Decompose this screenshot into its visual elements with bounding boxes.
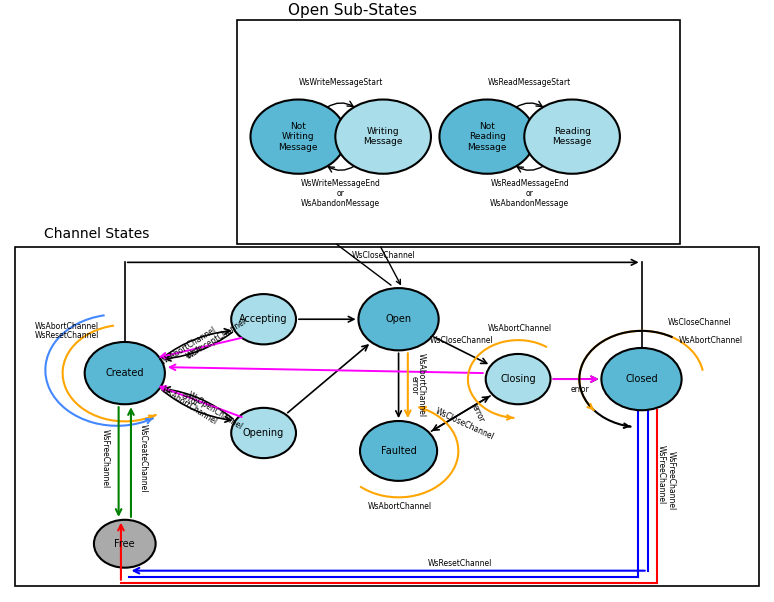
Circle shape (440, 99, 535, 174)
Circle shape (231, 294, 296, 344)
Text: WsReadMessageEnd
or
WsAbandonMessage: WsReadMessageEnd or WsAbandonMessage (490, 179, 569, 208)
Text: Opening: Opening (243, 428, 284, 438)
Text: WsFreeChannel: WsFreeChannel (666, 452, 675, 510)
Text: Accepting: Accepting (239, 314, 288, 324)
Circle shape (94, 520, 156, 568)
Text: WsWriteMessageStart: WsWriteMessageStart (299, 78, 383, 87)
Text: error: error (183, 343, 204, 361)
Circle shape (601, 348, 682, 410)
Text: Not
Reading
Message: Not Reading Message (467, 122, 507, 152)
Circle shape (358, 288, 439, 350)
Text: Not
Writing
Message: Not Writing Message (279, 122, 318, 152)
Text: WsResetChannel: WsResetChannel (35, 332, 99, 341)
Text: WsCloseChannel: WsCloseChannel (434, 407, 495, 442)
Text: error: error (470, 403, 486, 424)
Text: Created: Created (105, 368, 144, 378)
Text: Free: Free (115, 539, 135, 549)
Text: WsAcceptChannel: WsAcceptChannel (185, 317, 248, 361)
Circle shape (360, 421, 437, 481)
Text: Open: Open (385, 314, 412, 324)
Text: Writing
Message: Writing Message (364, 127, 403, 146)
Text: WsCloseChannel: WsCloseChannel (667, 318, 731, 327)
Circle shape (524, 99, 620, 174)
Text: Closed: Closed (625, 374, 658, 384)
Circle shape (251, 99, 346, 174)
Text: error: error (409, 376, 419, 395)
Text: WsAbortChannel: WsAbortChannel (35, 322, 99, 331)
Text: WsAbortChannel: WsAbortChannel (368, 501, 432, 510)
Circle shape (231, 408, 296, 458)
Text: WsCloseChannel: WsCloseChannel (430, 335, 494, 344)
FancyBboxPatch shape (15, 247, 759, 586)
Text: WsFreeChannel: WsFreeChannel (101, 429, 110, 488)
Text: WsAbortChannel: WsAbortChannel (488, 324, 552, 333)
Text: WsResetChannel: WsResetChannel (428, 559, 492, 568)
FancyBboxPatch shape (237, 20, 680, 244)
Text: WsCreateChannel: WsCreateChannel (139, 424, 148, 492)
Text: Open Sub-States: Open Sub-States (288, 4, 416, 19)
Text: error: error (570, 385, 589, 394)
Circle shape (84, 342, 165, 405)
Text: WsReadMessageStart: WsReadMessageStart (488, 78, 571, 87)
Text: WsAbortChannel: WsAbortChannel (159, 385, 218, 427)
Text: Closing: Closing (500, 374, 536, 384)
Text: WsCloseChannel: WsCloseChannel (351, 250, 415, 259)
Text: WsOpenChannel: WsOpenChannel (185, 390, 244, 431)
Text: Reading
Message: Reading Message (553, 127, 592, 146)
Text: WsFreeChannel: WsFreeChannel (656, 445, 666, 504)
Text: WsAbortChannel: WsAbortChannel (159, 325, 218, 367)
Text: Channel States: Channel States (44, 228, 149, 241)
Text: WsWriteMessageEnd
or
WsAbandonMessage: WsWriteMessageEnd or WsAbandonMessage (301, 179, 381, 208)
Circle shape (486, 354, 550, 405)
Circle shape (335, 99, 431, 174)
Text: WsAbortChannel: WsAbortChannel (679, 336, 743, 345)
Text: WsAbortChannel: WsAbortChannel (417, 353, 426, 417)
Text: error: error (180, 391, 200, 409)
Text: Faulted: Faulted (381, 446, 416, 456)
